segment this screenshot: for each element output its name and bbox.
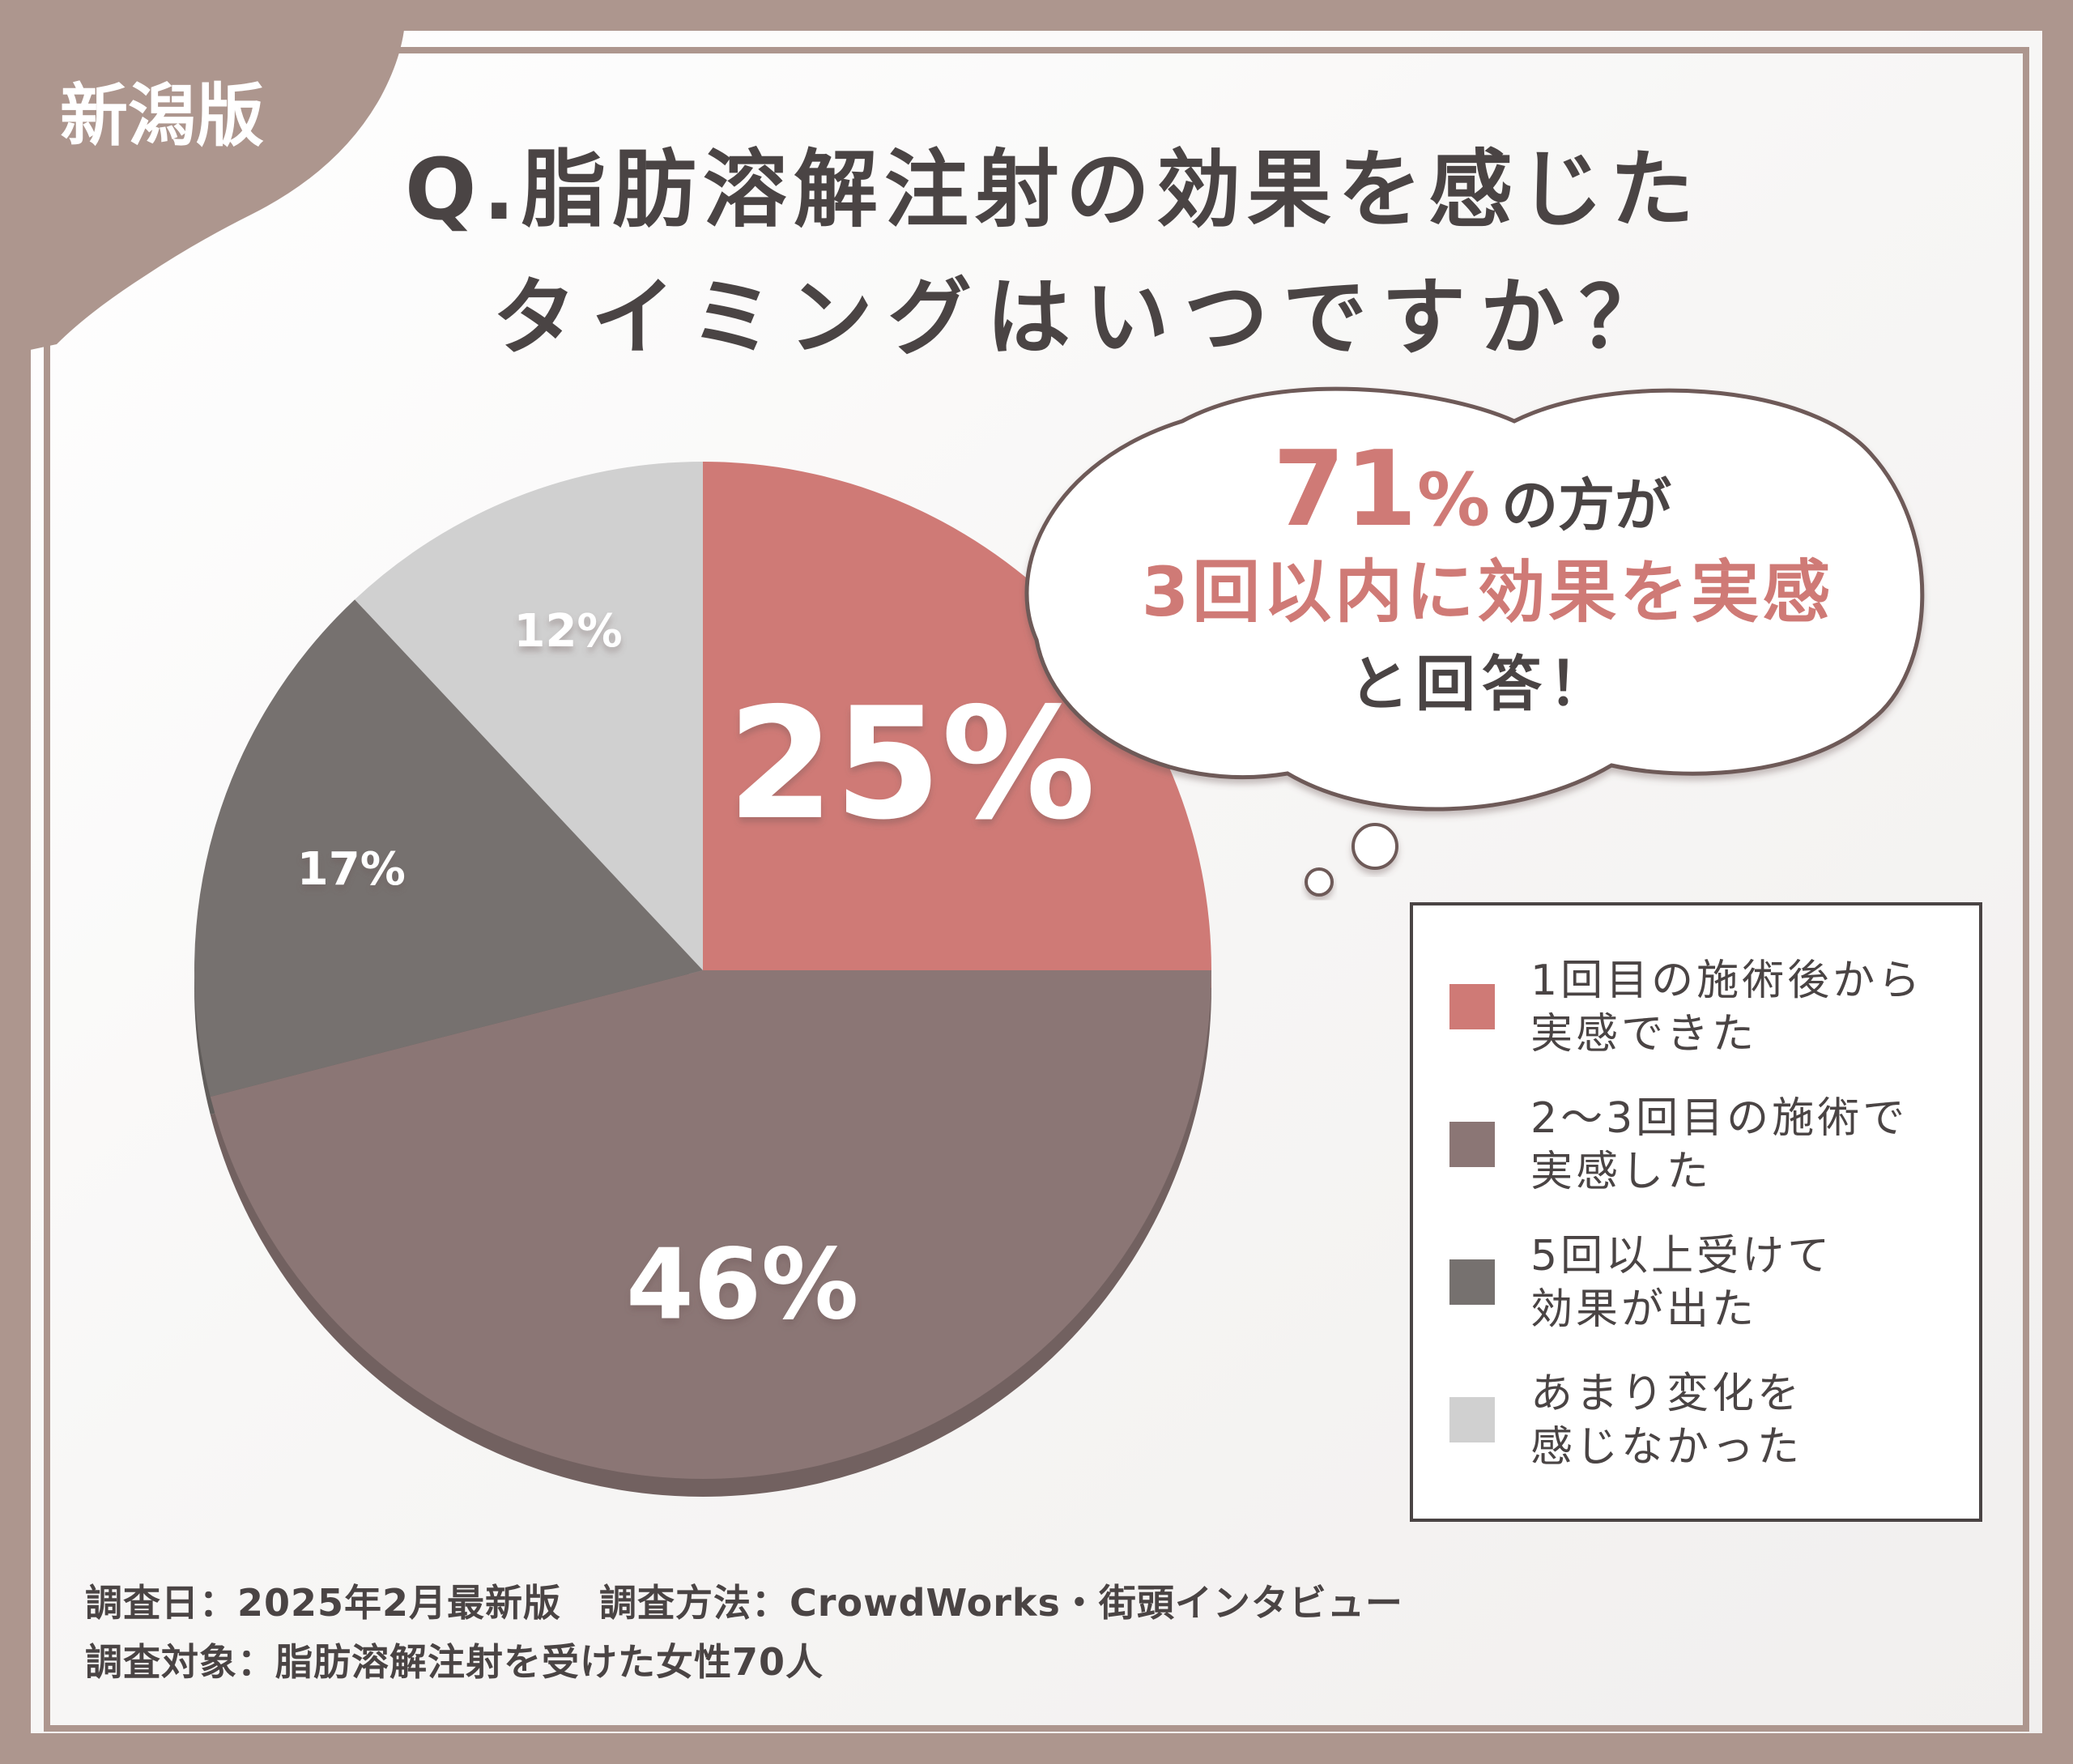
bubble-shape bbox=[1024, 386, 1925, 812]
pie-label-3: 17% bbox=[297, 843, 406, 896]
legend-swatch-2 bbox=[1449, 1122, 1495, 1167]
bubble-line3: と回答！ bbox=[1349, 650, 1615, 719]
bubble-dot-large bbox=[1351, 823, 1398, 870]
bubble-highlight-unit: % bbox=[1417, 458, 1490, 543]
legend-label-1-line-1: 1回目の施術後から bbox=[1530, 957, 1923, 1005]
legend-label-4-line-2: 感じなかった bbox=[1530, 1423, 1803, 1472]
pie-slice-4 bbox=[355, 462, 703, 970]
badge-text: 新潟版 bbox=[60, 76, 264, 156]
footer-line2: 調査対象：脂肪溶解注射を受けた女性70人 bbox=[85, 1640, 824, 1684]
bubble-highlight-number: 71 bbox=[1273, 429, 1417, 550]
inner-frame bbox=[44, 47, 2029, 1732]
bubble-line1-rest: の方が bbox=[1501, 472, 1671, 539]
footer-line1: 調査日：2025年2月最新版 調査方法：CrowdWorks・街頭インタビュー bbox=[85, 1581, 1403, 1625]
thought-bubble: 71% の方が 3回以内に効果を実感 と回答！ bbox=[1024, 386, 1925, 897]
pie-label-4: 12% bbox=[514, 605, 623, 658]
bubble-line1: 71% の方が bbox=[1273, 429, 1671, 550]
legend-swatch-1 bbox=[1449, 984, 1495, 1029]
legend-box bbox=[1410, 902, 1982, 1522]
legend-label-2-line-1: 2～3回目の施術で bbox=[1530, 1094, 1908, 1143]
pie-label-1: 25% bbox=[727, 675, 1096, 854]
pie-slice-1 bbox=[703, 462, 1211, 970]
page-title-line2: タイミングはいつですか？ bbox=[492, 268, 1678, 367]
legend-label-2-line-2: 実感した bbox=[1530, 1148, 1712, 1196]
pie-label-2: 46% bbox=[626, 1229, 858, 1341]
bubble-dot-small bbox=[1305, 867, 1334, 897]
legend-swatch-4 bbox=[1449, 1397, 1495, 1442]
badge-shape bbox=[0, 0, 406, 356]
pie-slice-3 bbox=[194, 599, 704, 1097]
legend-label-4-line-1: あまり変化を bbox=[1530, 1370, 1803, 1418]
legend-label-3-line-1: 5回以上受けて bbox=[1530, 1232, 1832, 1280]
pie-chart: 25% 46% 17% 12% bbox=[194, 462, 1212, 1498]
legend-swatch-3 bbox=[1449, 1259, 1495, 1305]
pie-slice-2 bbox=[210, 970, 1212, 1480]
page-title-line1: Q.脂肪溶解注射の効果を感じた bbox=[405, 140, 1701, 239]
legend-label-3-line-2: 効果が出た bbox=[1530, 1285, 1757, 1334]
bubble-line2: 3回以内に効果を実感 bbox=[1142, 552, 1833, 632]
legend-label-1-line-2: 実感できた bbox=[1530, 1010, 1757, 1059]
